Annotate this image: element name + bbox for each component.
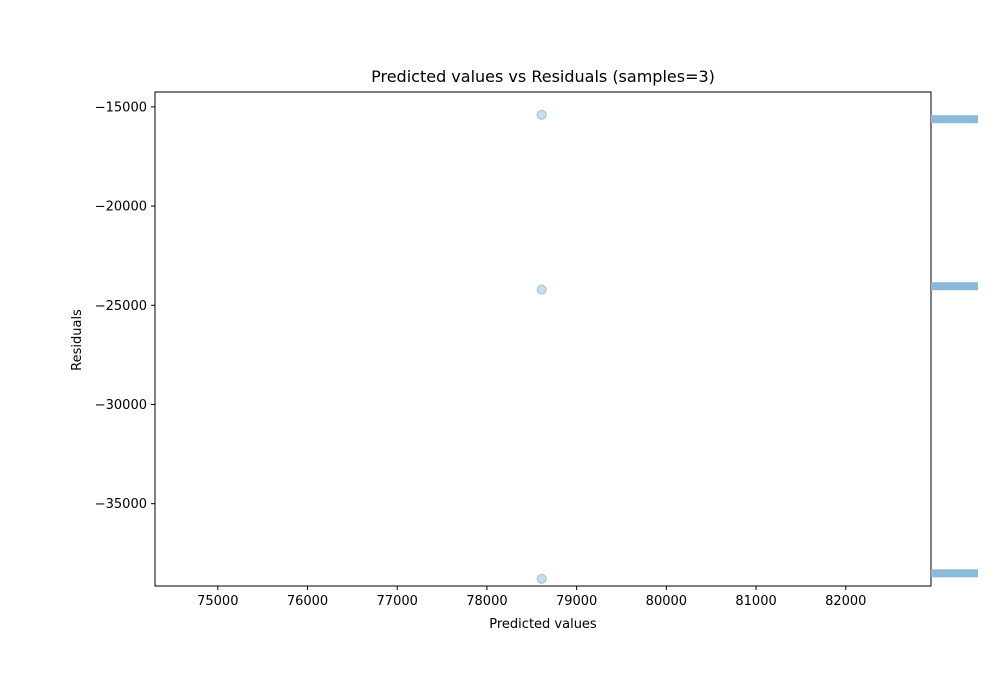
y-axis-label: Residuals (70, 309, 85, 371)
scatter-point (536, 284, 547, 295)
histogram-bar (931, 282, 978, 291)
x-axis-ticks: 75000 76000 77000 78000 79000 80000 81000 82000 (197, 586, 866, 609)
x-tick-label: 75000 (197, 594, 238, 609)
x-tick-label: 76000 (287, 594, 328, 609)
histogram-bar (931, 569, 978, 578)
x-tick-label: 78000 (466, 594, 507, 609)
marginal-histogram (931, 115, 978, 578)
y-tick-label: −30000 (95, 398, 147, 413)
x-tick-label: 81000 (735, 594, 776, 609)
chart-title: Predicted values vs Residuals (samples=3… (371, 67, 715, 86)
x-tick-label: 77000 (377, 594, 418, 609)
x-axis-label: Predicted values (489, 617, 597, 632)
scatter-points (536, 109, 547, 584)
y-tick-label: −35000 (95, 497, 147, 512)
x-tick-label: 79000 (556, 594, 597, 609)
x-tick-label: 82000 (825, 594, 866, 609)
scatter-point (536, 109, 547, 120)
y-tick-label: −20000 (95, 200, 147, 215)
y-tick-label: −15000 (95, 100, 147, 115)
histogram-bar (931, 115, 978, 124)
y-tick-label: −25000 (95, 299, 147, 314)
x-tick-label: 80000 (646, 594, 687, 609)
y-axis-ticks: −15000 −20000 −25000 −30000 −35000 (95, 100, 155, 512)
scatter-point (536, 573, 547, 584)
plot-area-frame (154, 91, 932, 587)
